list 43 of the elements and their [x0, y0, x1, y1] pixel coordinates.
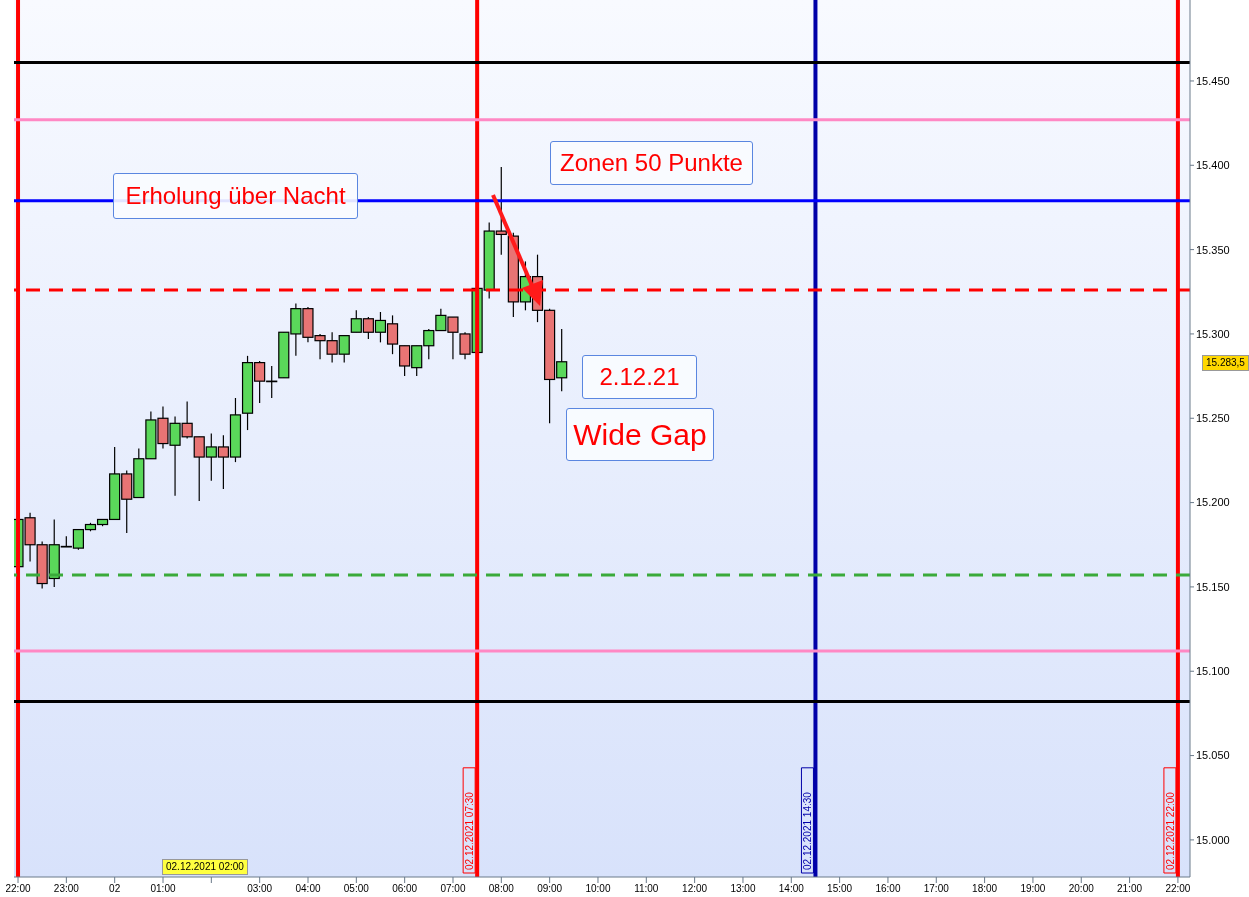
x-tick-label: 10:00	[585, 883, 611, 895]
y-tick-label: 15.000	[1196, 833, 1230, 846]
x-tick-label: 22:00	[5, 883, 31, 895]
y-tick-label: 15.450	[1196, 74, 1230, 87]
x-tick-label: 06:00	[392, 883, 418, 895]
x-tick-label: 03:00	[247, 883, 273, 895]
y-tick-label: 15.250	[1196, 412, 1230, 425]
x-tick-label: 05:00	[343, 883, 370, 895]
y-tick-label: 15.400	[1196, 159, 1230, 172]
annotation: 02.12.2021 02:00	[162, 859, 248, 875]
x-tick-label: 01:00	[150, 883, 176, 895]
y-tick-label: 15.200	[1196, 496, 1230, 509]
x-tick-label: 02	[109, 883, 121, 895]
x-tick-label: 19:00	[1020, 883, 1046, 895]
x-tick-label: 07:00	[440, 883, 466, 895]
y-tick-label: 15.150	[1196, 580, 1230, 593]
x-tick-label: 04:00	[295, 883, 321, 895]
x-tick-label: 08:00	[488, 883, 515, 895]
ref-line-label: 02.12.2021 22:00	[1164, 791, 1176, 870]
ref-line-label: 02.12.2021 14:30	[802, 791, 814, 870]
x-tick-label: 18:00	[972, 883, 998, 895]
y-tick-label: 15.100	[1196, 665, 1230, 678]
ref-line-label: 02.12.2021 07:30	[464, 791, 476, 870]
y-tick-label: 15.350	[1196, 243, 1230, 256]
x-tick-label: 22:00	[1165, 883, 1191, 895]
text: 15.283,5	[1202, 355, 1249, 371]
x-tick-label: 16:00	[875, 883, 901, 895]
y-tick-label: 15.050	[1196, 749, 1230, 762]
x-tick-label: 15:00	[827, 883, 853, 895]
x-tick-label: 17:00	[923, 883, 950, 895]
x-tick-label: 11:00	[634, 883, 659, 895]
x-tick-label: 14:00	[778, 883, 805, 895]
x-tick-label: 09:00	[537, 883, 563, 895]
x-tick-label: 20:00	[1068, 883, 1095, 895]
annotation: 2.12.21	[582, 355, 697, 399]
x-tick-label: 23:00	[53, 883, 80, 895]
x-tick-label: 12:00	[682, 883, 708, 895]
annotation: Wide Gap	[566, 408, 714, 461]
annotation: Zonen 50 Punkte	[550, 141, 753, 185]
x-tick-label: 21:00	[1117, 883, 1143, 895]
x-tick-label: 13:00	[730, 883, 756, 895]
annotation: Erholung über Nacht	[113, 173, 358, 219]
y-tick-label: 15.300	[1196, 327, 1230, 340]
